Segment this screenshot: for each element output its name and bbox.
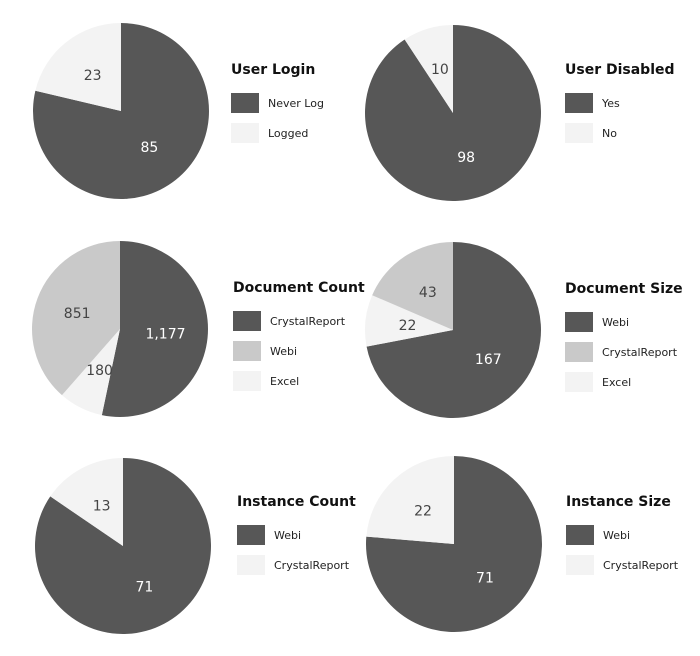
legend-label: Yes xyxy=(602,96,620,110)
chart-title: Document Size xyxy=(565,281,683,297)
legend-label: Excel xyxy=(602,375,632,389)
legend-item-crystalreport: CrystalReport xyxy=(237,550,356,580)
legend-item-crystalreport: CrystalReport xyxy=(233,306,365,336)
legend-item-webi: Webi xyxy=(565,307,683,337)
legend-item-webi: Webi xyxy=(233,336,365,366)
pie-slice-webi xyxy=(35,458,212,634)
legend-label: Webi xyxy=(274,528,302,542)
slice-value-label: 22 xyxy=(414,503,432,519)
pie-slice-crystalreport xyxy=(366,456,454,544)
pie-slice-webi xyxy=(31,241,121,396)
slice-value-label: 98 xyxy=(457,150,475,166)
legend-item-webi: Webi xyxy=(237,520,356,550)
pie-slice-logged xyxy=(35,23,121,111)
legend-item-excel: Excel xyxy=(233,366,365,396)
chart-title: User Disabled xyxy=(565,62,675,78)
legend-swatch xyxy=(231,93,259,113)
legend-label: Never Log xyxy=(268,96,324,110)
legend-item-never-log: Never Log xyxy=(231,88,324,118)
chart-title: Instance Count xyxy=(237,494,356,510)
legend-item-excel: Excel xyxy=(565,367,683,397)
legend-label: CrystalReport xyxy=(270,314,346,328)
legend-item-crystalreport: CrystalReport xyxy=(565,337,683,367)
slice-value-label: 85 xyxy=(140,140,158,156)
legend-label: Webi xyxy=(603,528,631,542)
legend-swatch xyxy=(237,525,265,545)
legend-item-logged: Logged xyxy=(231,118,324,148)
document-size-legend: Document Size Webi CrystalReport Excel xyxy=(565,281,683,397)
pie-slice-crystalreport xyxy=(372,242,453,330)
pie-slice-webi xyxy=(366,242,541,418)
slice-value-label: 167 xyxy=(475,352,502,368)
legend-swatch xyxy=(565,342,593,362)
legend-label: Webi xyxy=(602,315,630,329)
legend-label: CrystalReport xyxy=(602,345,678,359)
pie-slice-crystalreport xyxy=(101,241,208,417)
legend-label: No xyxy=(602,126,617,140)
legend-swatch xyxy=(233,341,261,361)
instance-size-pie: 71 22 xyxy=(366,456,542,632)
legend-label: CrystalReport xyxy=(274,558,350,572)
slice-value-label: 851 xyxy=(64,306,91,322)
legend-swatch xyxy=(237,555,265,575)
slice-value-label: 23 xyxy=(84,68,102,84)
instance-count-legend: Instance Count Webi CrystalReport xyxy=(237,494,356,580)
legend-swatch xyxy=(565,312,593,332)
pie-slice-no xyxy=(404,25,453,113)
chart-title: Document Count xyxy=(233,280,365,296)
pie-slice-never-log xyxy=(32,23,209,199)
chart-title: Instance Size xyxy=(566,494,671,510)
document-count-pie: 1,177 180 851 xyxy=(31,241,208,417)
legend-swatch xyxy=(233,311,261,331)
user-disabled-legend: User Disabled Yes No xyxy=(565,62,675,148)
legend-item-webi: Webi xyxy=(566,520,678,550)
slice-value-label: 10 xyxy=(431,62,449,78)
legend-swatch xyxy=(233,371,261,391)
user-login-pie: 85 23 xyxy=(32,23,209,199)
legend-swatch xyxy=(565,93,593,113)
pie-slice-crystalreport xyxy=(50,458,123,546)
document-size-pie: 167 22 43 xyxy=(365,242,541,418)
instance-size-legend: Instance Size Webi CrystalReport xyxy=(566,494,678,580)
legend-label: Logged xyxy=(268,126,309,140)
document-count-legend: Document Count CrystalReport Webi Excel xyxy=(233,280,365,396)
legend-swatch xyxy=(565,372,593,392)
instance-count-pie: 71 13 xyxy=(35,458,212,634)
slice-value-label: 1,177 xyxy=(145,327,185,343)
legend-label: Webi xyxy=(270,344,298,358)
legend-swatch xyxy=(566,525,594,545)
legend-swatch xyxy=(566,555,594,575)
legend-label: Excel xyxy=(270,374,300,388)
pie-slice-excel xyxy=(61,329,120,416)
pie-slice-excel xyxy=(365,295,453,347)
legend-item-no: No xyxy=(565,118,675,148)
legend-label: CrystalReport xyxy=(603,558,679,572)
legend-swatch xyxy=(565,123,593,143)
legend-item-yes: Yes xyxy=(565,88,675,118)
slice-value-label: 180 xyxy=(86,363,113,379)
slice-value-label: 13 xyxy=(93,499,111,515)
legend-swatch xyxy=(231,123,259,143)
slice-value-label: 22 xyxy=(399,318,417,334)
chart-title: User Login xyxy=(231,62,316,78)
user-disabled-pie: 98 10 xyxy=(365,25,541,201)
legend-item-crystalreport: CrystalReport xyxy=(566,550,678,580)
slice-value-label: 71 xyxy=(135,579,153,595)
slice-value-label: 71 xyxy=(476,571,494,587)
user-login-legend: User Login Never Log Logged xyxy=(231,62,324,148)
slice-value-label: 43 xyxy=(419,285,437,301)
